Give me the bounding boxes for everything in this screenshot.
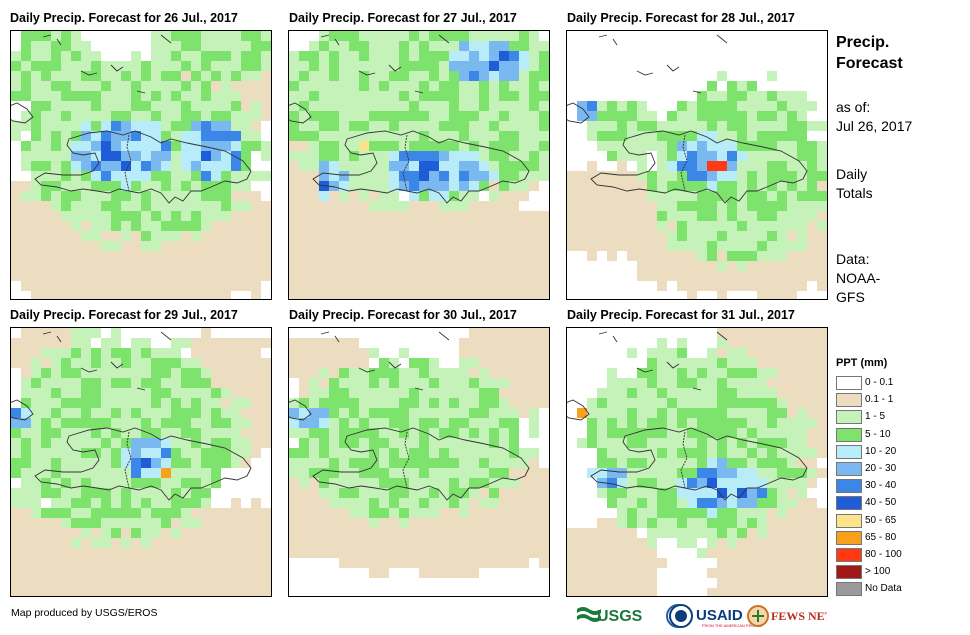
legend-swatch <box>836 393 862 408</box>
legend-label: > 100 <box>865 566 891 578</box>
legend-label: 0.1 - 1 <box>865 394 894 406</box>
svg-text:FROM THE AMERICAN PEOPLE: FROM THE AMERICAN PEOPLE <box>702 623 761 628</box>
panel-title-6: Daily Precip. Forecast for 31 Jul., 2017 <box>567 308 795 322</box>
precip-grid <box>289 328 549 578</box>
svg-text:FEWS NET: FEWS NET <box>771 609 827 623</box>
as-of-value: Jul 26, 2017 <box>836 118 913 134</box>
product-title-line2: Forecast <box>836 55 903 72</box>
fewsnet-logo: FEWS NET <box>747 605 827 627</box>
usgs-logo: USGS <box>577 607 643 625</box>
data-source: Data: NOAA- GFS <box>836 250 880 307</box>
coastline <box>567 331 808 501</box>
totals-line2: Totals <box>836 185 873 201</box>
legend-swatch <box>836 410 862 425</box>
legend-label: 30 - 40 <box>865 480 897 492</box>
coastline <box>289 34 530 204</box>
forecast-map-4 <box>10 327 272 597</box>
legend-label: 10 - 20 <box>865 445 897 457</box>
as-of-date: as of: Jul 26, 2017 <box>836 98 912 136</box>
precip-grid <box>567 71 827 299</box>
legend-swatch <box>836 376 862 390</box>
legend-swatch <box>836 565 862 580</box>
product-title: Precip. Forecast <box>836 32 903 74</box>
legend-swatch <box>836 548 862 562</box>
legend-title: PPT (mm) <box>836 357 888 369</box>
legend-label: 5 - 10 <box>865 428 891 440</box>
as-of-label: as of: <box>836 99 871 115</box>
legend-swatch <box>836 427 862 442</box>
map-credit: Map produced by USGS/EROS <box>11 607 158 619</box>
forecast-map-6 <box>566 327 828 597</box>
coastline <box>11 34 252 204</box>
legend-label: 65 - 80 <box>865 531 897 543</box>
forecast-map-3 <box>566 30 828 300</box>
legend-label: 0 - 0.1 <box>865 377 894 388</box>
panel-title-3: Daily Precip. Forecast for 28 Jul., 2017 <box>567 11 795 25</box>
precip-grid <box>289 31 549 299</box>
legend-label: 80 - 100 <box>865 549 902 560</box>
panel-title-2: Daily Precip. Forecast for 27 Jul., 2017 <box>289 11 517 25</box>
precip-grid <box>567 328 827 596</box>
legend-label: No Data <box>865 583 902 595</box>
product-title-line1: Precip. <box>836 34 890 51</box>
legend-swatch <box>836 513 862 528</box>
svg-text:USAID: USAID <box>696 607 743 624</box>
legend-label: 20 - 30 <box>865 463 897 474</box>
legend-swatch <box>836 479 862 494</box>
svg-text:USGS: USGS <box>597 608 643 625</box>
legend-label: 1 - 5 <box>865 411 886 423</box>
panel-title-4: Daily Precip. Forecast for 29 Jul., 2017 <box>10 308 238 322</box>
totals-line1: Daily <box>836 166 868 182</box>
legend-swatch <box>836 444 862 459</box>
data-source-line1: Data: <box>836 251 870 267</box>
legend-swatch <box>836 530 862 545</box>
data-source-line3: GFS <box>836 289 865 305</box>
coastline <box>567 34 808 204</box>
panel-title-5: Daily Precip. Forecast for 30 Jul., 2017 <box>289 308 517 322</box>
precip-grid <box>11 328 271 596</box>
totals-note: Daily Totals <box>836 165 873 203</box>
legend-swatch <box>836 496 862 511</box>
forecast-map-2 <box>288 30 550 300</box>
forecast-map-5 <box>288 327 550 597</box>
coastline <box>11 331 252 501</box>
legend-label: 40 - 50 <box>865 497 897 509</box>
legend-swatch <box>836 582 862 597</box>
legend-label: 50 - 65 <box>865 514 897 526</box>
usaid-logo: USAID FROM THE AMERICAN PEOPLE <box>669 604 761 628</box>
coastline <box>289 331 530 501</box>
legend-swatch <box>836 462 862 476</box>
precip-grid <box>11 31 271 299</box>
forecast-map-1 <box>10 30 272 300</box>
panel-title-1: Daily Precip. Forecast for 26 Jul., 2017 <box>10 11 238 25</box>
data-source-line2: NOAA- <box>836 270 881 286</box>
